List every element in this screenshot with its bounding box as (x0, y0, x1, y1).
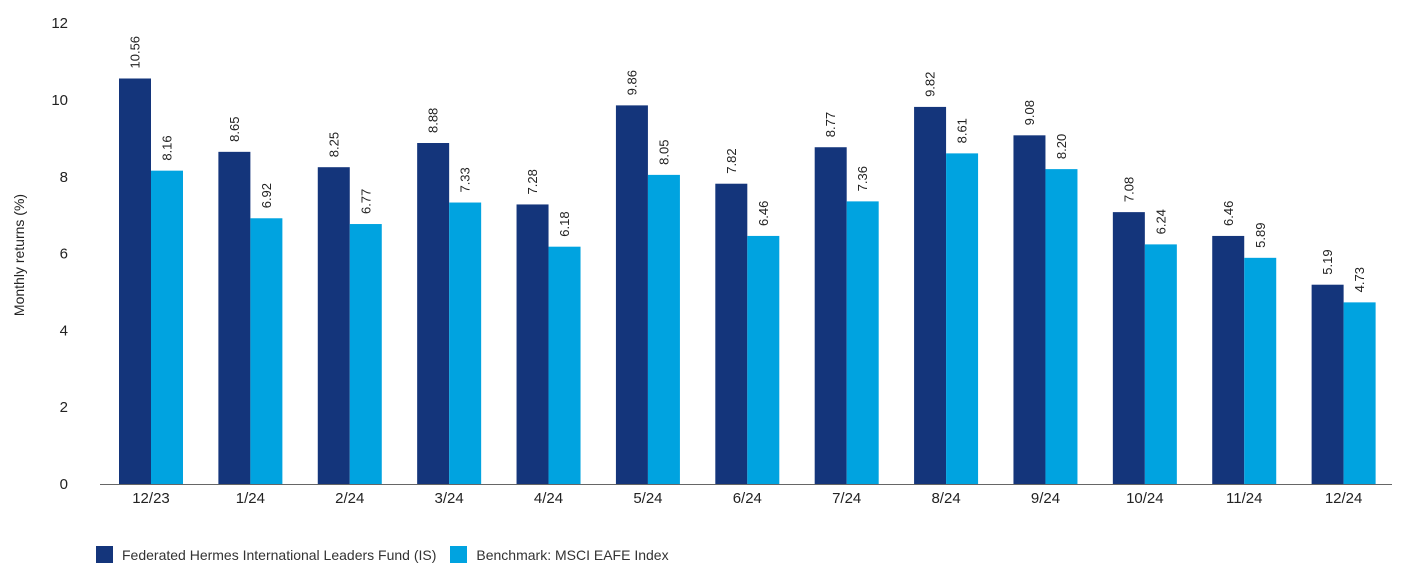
bar-fund (1212, 235, 1245, 484)
value-label: 9.86 (624, 70, 639, 95)
x-axis-ticks: 12/23 1/24 2/24 3/24 4/24 5/24 6/24 7/24 8/24 9/2… (132, 490, 1362, 507)
legend-swatch-fund (96, 546, 113, 563)
value-label: 4.73 (1352, 267, 1367, 292)
bar-chart: Monthly returns (%) 0 2 4 6 8 10 12 10.56 8.16 8… (11, 15, 1392, 507)
x-tick-label: 11/24 (1226, 490, 1262, 507)
y-axis-ticks: 0 2 4 6 8 10 12 (51, 15, 68, 493)
value-label: 6.46 (1221, 201, 1236, 226)
bar-benchmark (449, 202, 482, 484)
bars (119, 78, 1376, 485)
bar-benchmark (946, 153, 979, 484)
x-tick-label: 2/24 (335, 490, 364, 507)
value-label: 7.82 (724, 148, 739, 173)
y-tick-label: 0 (60, 476, 68, 493)
legend-label-fund: Federated Hermes International Leaders F… (122, 546, 437, 563)
bar-benchmark (1244, 257, 1277, 484)
bar-fund (119, 78, 151, 484)
bar-fund (615, 105, 648, 484)
bar-fund (1311, 284, 1344, 484)
value-label: 7.33 (458, 167, 473, 192)
x-tick-label: 6/24 (733, 490, 762, 507)
legend-label-benchmark: Benchmark: MSCI EAFE Index (476, 546, 669, 563)
value-label: 7.36 (855, 166, 870, 191)
x-tick-label: 4/24 (534, 490, 563, 507)
bar-benchmark (1045, 169, 1078, 484)
value-label: 8.25 (326, 132, 341, 157)
value-label: 5.89 (1253, 223, 1268, 248)
value-label: 8.20 (1054, 134, 1069, 159)
legend-item-fund: Federated Hermes International Leaders F… (96, 546, 436, 563)
value-label: 9.82 (923, 72, 938, 97)
bar-benchmark (151, 170, 183, 484)
bar-fund (218, 151, 251, 484)
value-label: 8.77 (823, 112, 838, 137)
bar-fund (516, 204, 549, 484)
value-label: 6.77 (358, 189, 373, 214)
y-tick-label: 2 (60, 399, 68, 416)
y-tick-label: 6 (60, 246, 68, 263)
bar-benchmark (349, 224, 382, 485)
y-tick-label: 12 (51, 15, 68, 32)
value-label: 8.88 (426, 108, 441, 133)
x-tick-label: 1/24 (236, 490, 265, 507)
bar-benchmark (1144, 244, 1177, 484)
bar-benchmark (846, 201, 879, 484)
bar-benchmark (747, 235, 780, 484)
y-tick-label: 10 (51, 92, 68, 109)
x-tick-label: 5/24 (633, 490, 662, 507)
bar-fund (1013, 135, 1046, 484)
value-labels: 10.56 8.16 8.65 6.92 8.25 6.77 8.88 7.33 7.28 6.1… (128, 36, 1368, 292)
value-label: 8.65 (227, 117, 242, 142)
value-label: 6.18 (557, 211, 572, 236)
value-label: 8.05 (656, 140, 671, 165)
x-tick-label: 12/23 (132, 490, 170, 507)
bar-fund (317, 167, 350, 484)
x-tick-label: 9/24 (1031, 490, 1060, 507)
bar-fund (417, 143, 450, 484)
value-label: 7.08 (1121, 177, 1136, 202)
legend-swatch-benchmark (450, 546, 468, 563)
bar-benchmark (647, 174, 680, 484)
x-tick-label: 3/24 (435, 490, 464, 507)
value-label: 7.28 (525, 169, 540, 194)
value-label: 8.16 (160, 135, 175, 160)
y-tick-label: 8 (60, 169, 68, 186)
bar-fund (914, 106, 947, 485)
y-tick-label: 4 (60, 322, 68, 339)
value-label: 5.19 (1320, 249, 1335, 274)
bar-fund (1112, 212, 1145, 485)
x-tick-label: 7/24 (832, 490, 861, 507)
value-label: 8.61 (955, 118, 970, 143)
value-label: 6.46 (756, 201, 771, 226)
bar-benchmark (250, 218, 283, 484)
value-label: 10.56 (128, 36, 143, 69)
value-label: 6.92 (259, 183, 274, 208)
bar-fund (715, 183, 748, 484)
legend: Federated Hermes International Leaders F… (96, 546, 683, 563)
bar-benchmark (1343, 302, 1376, 484)
legend-item-benchmark: Benchmark: MSCI EAFE Index (450, 546, 669, 563)
value-label: 9.08 (1022, 100, 1037, 125)
bar-fund (814, 147, 847, 484)
x-tick-label: 12/24 (1325, 490, 1363, 507)
x-tick-label: 10/24 (1126, 490, 1164, 507)
x-tick-label: 8/24 (931, 490, 960, 507)
bar-benchmark (548, 246, 581, 484)
y-axis-label: Monthly returns (%) (11, 194, 27, 316)
value-label: 6.24 (1153, 209, 1168, 234)
